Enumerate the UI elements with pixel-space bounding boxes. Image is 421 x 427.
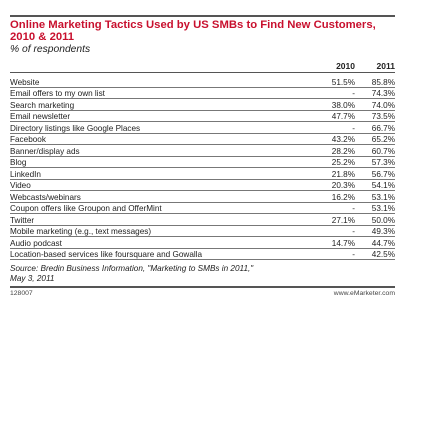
table-row: Banner/display ads 28.2% 60.7% xyxy=(10,145,395,157)
value-2011: 57.3% xyxy=(371,158,395,167)
table-row: Webcasts/webinars 16.2% 53.1% xyxy=(10,191,395,203)
table-row: Website 51.5% 85.8% xyxy=(10,76,395,88)
value-2010: 27.1% xyxy=(331,215,355,225)
row-label: Location-based services like foursquare … xyxy=(10,250,203,259)
table-row: Location-based services like foursquare … xyxy=(10,249,395,260)
footer: 128007 www.eMarketer.com xyxy=(10,286,395,297)
value-2010: 20.3% xyxy=(331,181,355,190)
value-2010: 43.2% xyxy=(331,135,355,144)
row-label: Mobile marketing (e.g., text messages) xyxy=(10,227,152,236)
row-label: Email newsletter xyxy=(10,112,71,121)
value-2010: - xyxy=(352,250,355,259)
brand-site: www.eMarketer.com xyxy=(333,290,395,297)
value-2011: 66.7% xyxy=(371,123,395,133)
row-label: Search marketing xyxy=(10,100,75,110)
row-label: Coupon offers like Groupon and OfferMint xyxy=(10,204,162,213)
column-header-2011: 2011 xyxy=(376,61,395,71)
value-2011: 53.1% xyxy=(371,192,395,202)
value-2010: - xyxy=(352,123,355,133)
source-line-1: Source: Bredin Business Information, "Ma… xyxy=(10,264,254,273)
source-line-2: May 3, 2011 xyxy=(10,273,55,283)
value-2011: 44.7% xyxy=(371,238,395,248)
table-row: Directory listings like Google Places - 66… xyxy=(10,122,395,134)
row-label: Website xyxy=(10,77,40,87)
value-2011: 56.7% xyxy=(371,169,395,179)
value-2011: 73.5% xyxy=(371,112,395,121)
row-label: Webcasts/webinars xyxy=(10,192,81,202)
row-label: Audio podcast xyxy=(10,238,62,248)
value-2011: 65.2% xyxy=(371,135,395,144)
value-2011: 60.7% xyxy=(371,146,395,156)
source-note: Source: Bredin Business Information, "Ma… xyxy=(10,264,395,283)
value-2011: 49.3% xyxy=(371,227,395,236)
value-2011: 74.3% xyxy=(371,89,395,98)
table-row: Search marketing 38.0% 74.0% xyxy=(10,99,395,111)
table-row: Audio podcast 14.7% 44.7% xyxy=(10,237,395,249)
table-row: Mobile marketing (e.g., text messages) - 4… xyxy=(10,226,395,237)
table-row: Blog 25.2% 57.3% xyxy=(10,157,395,168)
table-row: Facebook 43.2% 65.2% xyxy=(10,134,395,145)
row-label: Banner/display ads xyxy=(10,146,80,156)
table-row: Twitter 27.1% 50.0% xyxy=(10,214,395,226)
row-label: Directory listings like Google Places xyxy=(10,123,141,133)
column-header: 2010 2011 xyxy=(10,60,395,73)
value-2010: 47.7% xyxy=(331,112,355,121)
table-row: Coupon offers like Groupon and OfferMint… xyxy=(10,203,395,214)
chart-subtitle: % of respondents xyxy=(10,44,91,55)
chart-title: Online Marketing Tactics Used by US SMBs… xyxy=(10,19,376,43)
value-2010: 38.0% xyxy=(331,100,355,110)
chart-id: 128007 xyxy=(10,290,33,297)
table-row: Video 20.3% 54.1% xyxy=(10,180,395,191)
value-2011: 85.8% xyxy=(371,77,395,87)
value-2010: 28.2% xyxy=(331,146,355,156)
value-2010: 25.2% xyxy=(331,158,355,167)
table-row: Email offers to my own list - 74.3% xyxy=(10,88,395,99)
value-2010: - xyxy=(352,204,355,213)
value-2010: 16.2% xyxy=(331,192,355,202)
table-row: Email newsletter 47.7% 73.5% xyxy=(10,111,395,122)
value-2010: 21.8% xyxy=(331,169,355,179)
value-2011: 74.0% xyxy=(371,100,395,110)
value-2011: 53.1% xyxy=(371,204,395,213)
table-body: Website 51.5% 85.8% Email offers to my own … xyxy=(10,76,395,260)
value-2010: - xyxy=(352,89,355,98)
value-2011: 42.5% xyxy=(371,250,395,259)
row-label: LinkedIn xyxy=(10,169,41,179)
row-label: Video xyxy=(10,181,31,190)
row-label: Facebook xyxy=(10,135,46,144)
value-2010: 14.7% xyxy=(331,238,355,248)
table-row: LinkedIn 21.8% 56.7% xyxy=(10,168,395,180)
value-2011: 54.1% xyxy=(371,181,395,190)
chart-container: Online Marketing Tactics Used by US SMBs… xyxy=(10,15,395,297)
row-label: Twitter xyxy=(10,215,35,225)
value-2010: - xyxy=(352,227,355,236)
value-2010: 51.5% xyxy=(331,77,355,87)
top-rule xyxy=(10,15,395,17)
value-2011: 50.0% xyxy=(371,215,395,225)
column-header-2010: 2010 xyxy=(336,61,355,71)
row-label: Email offers to my own list xyxy=(10,89,105,98)
row-label: Blog xyxy=(10,158,27,167)
